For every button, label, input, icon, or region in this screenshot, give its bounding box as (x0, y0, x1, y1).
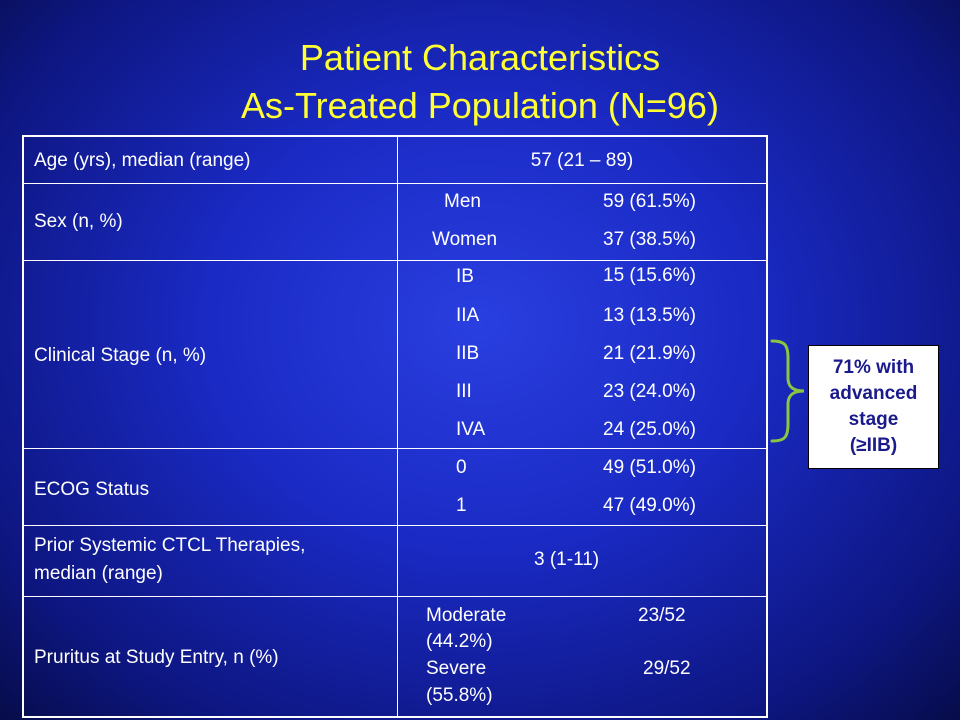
row-label-cell: Clinical Stage (n, %) (24, 261, 398, 448)
pruritus-moderate-label: Moderate (426, 605, 507, 626)
table-row-sex: Sex (n, %) Men 59 (61.5%) Women 37 (38.5… (24, 184, 766, 261)
sex-women-label: Women (432, 229, 498, 250)
stage-iii-label: III (456, 381, 472, 402)
pruritus-severe-label: Severe (426, 658, 487, 679)
stage-iva-value: 24 (25.0%) (603, 419, 696, 440)
prior-value: 3 (1-11) (534, 549, 600, 570)
row-value-cell: IB 15 (15.6%) IIA 13 (13.5%) IIB 21 (21.… (398, 261, 766, 448)
pruritus-moderate-value: 23/52 (638, 605, 686, 626)
pruritus-severe-pct: (55.8%) (426, 685, 493, 706)
table-row-prior-therapies: Prior Systemic CTCL Therapies, median (r… (24, 526, 766, 597)
advanced-stage-callout: 71% with advanced stage (≥IIB) (808, 345, 939, 469)
row-value-cell: 0 49 (51.0%) 1 47 (49.0%) (398, 449, 766, 525)
pruritus-label: Pruritus at Study Entry, n (%) (34, 647, 279, 668)
age-label: Age (yrs), median (range) (34, 150, 251, 171)
pruritus-moderate-pct: (44.2%) (426, 631, 493, 652)
row-label-cell: Prior Systemic CTCL Therapies, median (r… (24, 526, 398, 596)
table-row-ecog: ECOG Status 0 49 (51.0%) 1 47 (49.0%) (24, 449, 766, 526)
row-label-cell: Sex (n, %) (24, 184, 398, 260)
stage-iia-label: IIA (456, 305, 480, 326)
row-label-cell: Pruritus at Study Entry, n (%) (24, 597, 398, 716)
row-value-cell: 57 (21 – 89) (398, 137, 766, 183)
stage-iib-label: IIB (456, 343, 480, 364)
table-row-pruritus: Pruritus at Study Entry, n (%) Moderate … (24, 597, 766, 716)
stage-iii-value: 23 (24.0%) (603, 381, 696, 402)
stage-ib-value: 15 (15.6%) (603, 265, 696, 286)
row-label-cell: ECOG Status (24, 449, 398, 525)
sex-women-value: 37 (38.5%) (603, 229, 696, 250)
row-value-cell: Moderate 23/52 (44.2%) Severe 29/52 (55.… (398, 597, 766, 716)
stage-iia-value: 13 (13.5%) (603, 305, 696, 326)
table-row-age: Age (yrs), median (range) 57 (21 – 89) (24, 137, 766, 184)
sex-men-value: 59 (61.5%) (603, 191, 696, 212)
row-value-cell: 3 (1-11) (398, 526, 766, 596)
table-row-clinical-stage: Clinical Stage (n, %) IB 15 (15.6%) IIA … (24, 261, 766, 449)
ecog-0-label: 0 (456, 457, 467, 478)
stage-ib-label: IB (456, 266, 474, 287)
callout-text: 71% with advanced stage (≥IIB) (829, 357, 918, 456)
ecog-1-label: 1 (456, 495, 467, 516)
ecog-0-value: 49 (51.0%) (603, 457, 696, 478)
patient-characteristics-table: Age (yrs), median (range) 57 (21 – 89) S… (22, 135, 768, 718)
slide-title-line2: As-Treated Population (N=96) (241, 85, 719, 126)
ecog-1-value: 47 (49.0%) (603, 495, 696, 516)
row-label-cell: Age (yrs), median (range) (24, 137, 398, 183)
sex-label: Sex (n, %) (34, 211, 123, 232)
curly-brace-icon (770, 339, 805, 443)
age-value: 57 (21 – 89) (530, 150, 634, 171)
pruritus-severe-value: 29/52 (643, 658, 691, 679)
stage-iib-value: 21 (21.9%) (603, 343, 696, 364)
stage-label: Clinical Stage (n, %) (34, 345, 207, 366)
sex-men-label: Men (444, 191, 481, 212)
slide-title-line1: Patient Characteristics (299, 37, 661, 78)
row-value-cell: Men 59 (61.5%) Women 37 (38.5%) (398, 184, 766, 260)
ecog-label: ECOG Status (34, 479, 150, 500)
prior-label-line1: Prior Systemic CTCL Therapies, (34, 535, 306, 556)
prior-label-line2: median (range) (34, 563, 163, 584)
stage-iva-label: IVA (456, 419, 486, 440)
